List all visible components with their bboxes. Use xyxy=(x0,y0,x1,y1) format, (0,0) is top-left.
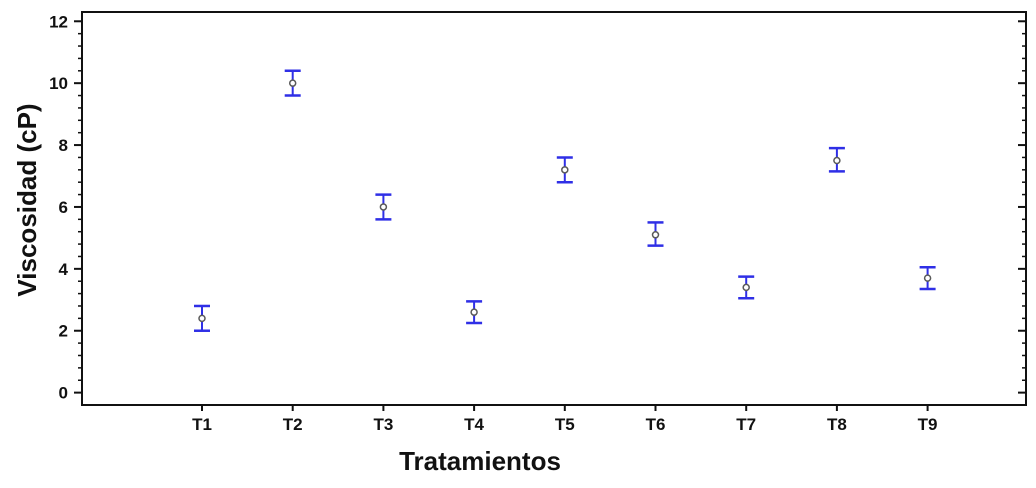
mean-point xyxy=(651,231,660,239)
y-tick-label: 2 xyxy=(59,322,68,341)
error-bar-T3 xyxy=(375,193,392,221)
error-bar-T2 xyxy=(284,69,301,97)
y-tick-label: 6 xyxy=(59,198,68,217)
error-bar-T5 xyxy=(556,156,573,184)
y-tick-label: 4 xyxy=(59,260,69,279)
error-bars xyxy=(194,69,936,332)
x-axis-title: Tratamientos xyxy=(399,446,561,476)
right-axis-ticks xyxy=(1018,20,1026,394)
x-tick-label: T4 xyxy=(464,415,484,434)
error-bar-T1 xyxy=(194,304,210,332)
x-tick-label: T3 xyxy=(373,415,393,434)
mean-point xyxy=(923,274,932,282)
error-bar-T4 xyxy=(466,300,483,325)
error-bar-T6 xyxy=(647,221,664,247)
mean-point xyxy=(833,156,841,165)
y-tick-label: 8 xyxy=(59,136,68,155)
x-tick-label: T6 xyxy=(646,415,666,434)
x-tick-label: T8 xyxy=(827,415,847,434)
error-bar-T9 xyxy=(919,266,936,291)
plot-frame xyxy=(81,11,1027,406)
y-tick-label: 0 xyxy=(59,384,68,403)
x-tick-label: T2 xyxy=(283,415,303,434)
x-tick-label: T7 xyxy=(736,415,756,434)
x-tick-label: T5 xyxy=(555,415,575,434)
mean-point xyxy=(198,314,206,323)
y-axis-title: Viscosidad (cP) xyxy=(12,103,42,296)
error-bar-T7 xyxy=(738,275,755,300)
x-tick-label: T1 xyxy=(192,415,212,434)
x-axis-ticks: T1 T2 T3 T4 T5 T6 T7 T8 T9 xyxy=(192,405,938,434)
error-bar-T8 xyxy=(828,146,845,173)
mean-point xyxy=(288,79,297,87)
x-tick-label: T9 xyxy=(918,415,938,434)
y-tick-label: 12 xyxy=(49,12,68,31)
mean-point xyxy=(742,283,750,292)
y-tick-label: 10 xyxy=(49,74,68,93)
mean-point xyxy=(470,308,478,316)
y-axis-ticks: 0 2 4 6 8 10 12 xyxy=(49,12,82,403)
mean-point xyxy=(561,166,569,174)
mean-point xyxy=(379,203,388,211)
